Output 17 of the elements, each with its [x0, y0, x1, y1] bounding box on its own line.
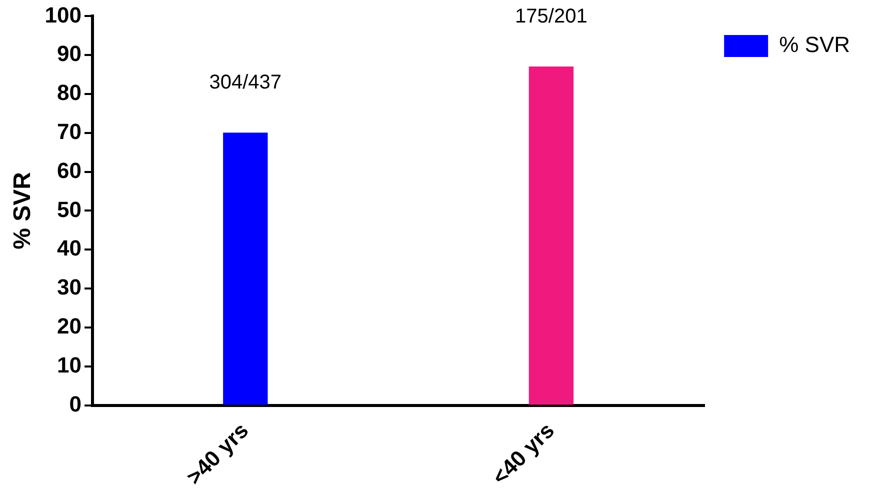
y-tick-label: 50 [57, 196, 82, 222]
y-tick-label: 30 [57, 274, 82, 300]
y-tick-label: 40 [57, 236, 82, 261]
data-label: 175/201 [515, 5, 588, 28]
y-tick-label: 90 [57, 41, 82, 66]
data-label: 304/437 [209, 71, 282, 94]
x-tick-label: >40 yrs [181, 418, 254, 490]
y-tick-label: 70 [57, 118, 82, 144]
y-tick-label: 100 [44, 2, 82, 28]
x-tick-label: <40 yrs [487, 418, 560, 490]
legend-label: % SVR [779, 32, 850, 58]
y-axis-title: % SVR [9, 172, 36, 250]
y-tick-label: 80 [57, 80, 82, 106]
y-tick-label: 60 [57, 158, 82, 183]
y-tick-label: 10 [57, 352, 82, 378]
y-tick-label: 0 [69, 391, 82, 416]
y-tick-label: 20 [57, 314, 82, 339]
